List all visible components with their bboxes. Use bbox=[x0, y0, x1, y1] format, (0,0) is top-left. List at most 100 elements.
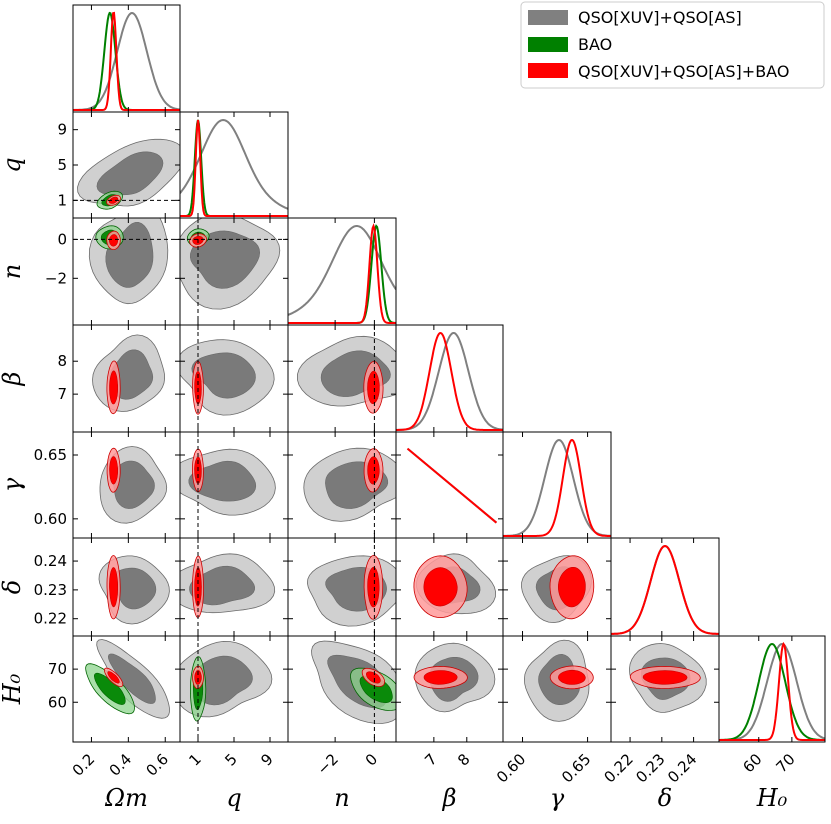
panel-frame bbox=[610, 537, 720, 637]
x-tick-label-om: 0.2 bbox=[69, 750, 99, 780]
x-tick-label-delta: 0.23 bbox=[632, 750, 668, 786]
panel-beta-gamma bbox=[395, 431, 504, 539]
density-curve-h0-series-0 bbox=[719, 642, 825, 741]
y-axis-label-n: n bbox=[0, 264, 26, 279]
panel-q-h0 bbox=[179, 635, 289, 743]
legend-label-2: QSO[XUV]+QSO[AS]+BAO bbox=[578, 62, 789, 81]
density-curve-q-series-2 bbox=[180, 119, 288, 217]
panel-q-n bbox=[179, 217, 289, 326]
y-tick-label-q: 1 bbox=[57, 191, 67, 209]
legend-box bbox=[520, 1, 825, 89]
contour-1sigma-series-0 bbox=[107, 653, 156, 704]
legend: QSO[XUV]+QSO[AS] BAO QSO[XUV]+QSO[AS]+BA… bbox=[520, 1, 825, 89]
panel-om-delta bbox=[72, 537, 181, 637]
contour-1sigma-series-0 bbox=[188, 460, 257, 502]
contour-1sigma-series-2 bbox=[557, 566, 586, 608]
x-tick-label-gamma: 0.60 bbox=[493, 750, 529, 786]
density-curve-delta-series-0 bbox=[611, 544, 719, 635]
panel-frame bbox=[395, 324, 504, 433]
y-tick-label-beta: 8 bbox=[57, 352, 67, 370]
legend-swatch-0 bbox=[528, 10, 568, 25]
density-curve-delta-series-2 bbox=[611, 544, 719, 635]
x-tick-label-n: −2 bbox=[314, 750, 342, 778]
contour-1sigma-series-2 bbox=[109, 370, 118, 405]
x-tick-label-q: 9 bbox=[257, 750, 276, 769]
density-curve-om-series-1 bbox=[73, 11, 180, 111]
y-tick-label-delta: 0.23 bbox=[34, 581, 67, 599]
y-axis-label-h0: H₀ bbox=[0, 673, 26, 705]
contour-1sigma-series-0 bbox=[96, 151, 164, 196]
y-tick-label-beta: 7 bbox=[57, 385, 67, 403]
density-curve-gamma-series-2 bbox=[503, 438, 611, 537]
panel-n-delta bbox=[287, 537, 397, 637]
panel-delta-delta bbox=[610, 537, 720, 637]
contour-1sigma-series-2 bbox=[107, 671, 120, 684]
y-axis-label-delta: δ bbox=[0, 580, 26, 594]
contour-1sigma-series-2 bbox=[367, 370, 380, 405]
x-tick-label-n: 0 bbox=[362, 750, 381, 769]
x-axis-label-gamma: γ bbox=[550, 784, 565, 812]
x-tick-label-beta: 8 bbox=[454, 750, 473, 769]
contour-1sigma-series-2 bbox=[194, 370, 202, 405]
x-tick-label-delta: 0.22 bbox=[601, 750, 637, 786]
panel-delta-h0 bbox=[610, 635, 720, 743]
x-axis-label-h0: H₀ bbox=[756, 784, 788, 812]
density-curve-om-series-0 bbox=[73, 11, 180, 111]
density-curve-beta-series-2 bbox=[396, 331, 503, 431]
legend-label-0: QSO[XUV]+QSO[AS] bbox=[578, 8, 742, 27]
panel-frame bbox=[287, 217, 397, 326]
x-tick-label-om: 0.6 bbox=[142, 750, 172, 780]
y-tick-label-delta: 0.22 bbox=[34, 610, 67, 628]
density-curve-h0-series-2 bbox=[719, 641, 825, 741]
contour-1sigma-series-2 bbox=[109, 567, 118, 608]
density-curve-gamma-series-0 bbox=[503, 438, 611, 537]
x-axis-label-q: q bbox=[226, 784, 241, 812]
x-tick-label-h0: 60 bbox=[739, 750, 765, 776]
contour-1sigma-series-2 bbox=[109, 456, 118, 485]
x-tick-label-gamma: 0.65 bbox=[558, 750, 594, 786]
x-axis-label-beta: β bbox=[442, 784, 457, 812]
panel-frame bbox=[718, 635, 826, 743]
panel-q-beta bbox=[179, 324, 289, 433]
panel-beta-h0 bbox=[395, 635, 504, 743]
contour-1sigma-series-2 bbox=[194, 670, 202, 685]
panel-om-q bbox=[72, 111, 181, 219]
panel-beta-delta bbox=[395, 537, 504, 637]
contour-1sigma-series-0 bbox=[189, 565, 256, 606]
y-axis-label-q: q bbox=[0, 157, 26, 172]
y-axis-label-gamma: γ bbox=[0, 477, 26, 492]
contour-1sigma-series-2 bbox=[108, 196, 119, 204]
panel-n-beta bbox=[287, 324, 397, 433]
panel-gamma-gamma bbox=[502, 431, 612, 539]
panel-n-gamma bbox=[287, 431, 397, 539]
y-tick-label-n: −2 bbox=[45, 269, 67, 287]
contour-1sigma-series-2 bbox=[642, 670, 688, 685]
density-curve-beta-series-0 bbox=[396, 332, 503, 431]
y-tick-label-delta: 0.24 bbox=[34, 552, 67, 570]
contour-1sigma-series-2 bbox=[365, 671, 381, 684]
panel-q-delta bbox=[179, 537, 289, 637]
x-axis-label-om: Ωm bbox=[104, 784, 148, 812]
contour-1sigma-series-2 bbox=[423, 567, 458, 607]
y-tick-label-gamma: 0.60 bbox=[34, 510, 67, 528]
contour-1sigma-series-2 bbox=[367, 456, 380, 485]
density-curve-q-series-0 bbox=[180, 118, 288, 210]
panel-om-om bbox=[72, 4, 181, 113]
panel-om-n bbox=[72, 217, 181, 326]
contour-1sigma-series-2 bbox=[108, 234, 119, 247]
panel-h0-h0 bbox=[718, 635, 826, 743]
legend-swatch-2 bbox=[528, 63, 568, 78]
contour-1sigma-series-1 bbox=[93, 672, 126, 705]
legend-label-1: BAO bbox=[578, 35, 612, 54]
panel-gamma-h0 bbox=[502, 635, 612, 743]
density-curve-n-series-2 bbox=[288, 223, 396, 324]
contour-1sigma-series-2 bbox=[194, 567, 202, 607]
panel-gamma-delta bbox=[502, 537, 612, 637]
density-curve-om-series-2 bbox=[73, 11, 180, 111]
x-tick-label-om: 0.4 bbox=[106, 750, 136, 780]
contour-1sigma-series-2 bbox=[423, 670, 458, 685]
y-tick-label-h0: 60 bbox=[48, 693, 67, 711]
y-axis-label-beta: β bbox=[0, 372, 26, 387]
panel-frame bbox=[395, 431, 504, 539]
